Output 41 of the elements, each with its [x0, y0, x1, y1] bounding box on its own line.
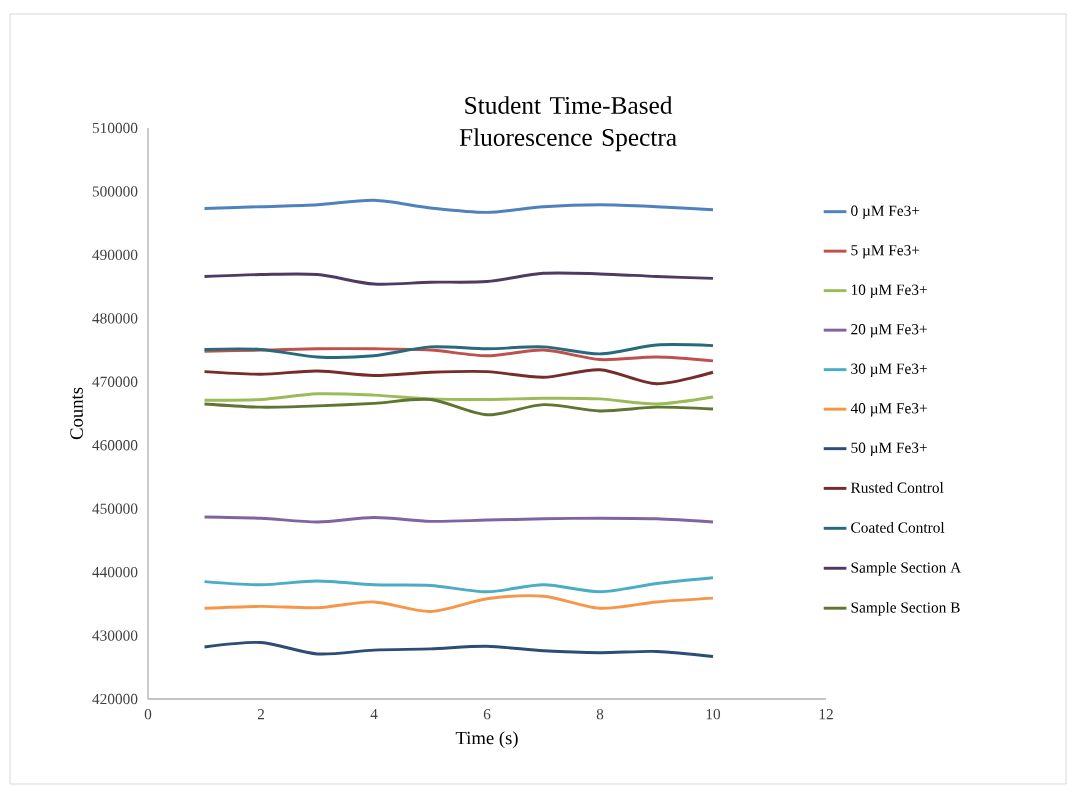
legend-label: Sample Section A — [851, 561, 962, 576]
legend-label: 0 µM Fe3+ — [851, 205, 920, 220]
x-tick-label: 8 — [596, 709, 604, 720]
line-series — [203, 271, 715, 286]
x-tick-label: 0 — [144, 709, 152, 720]
x-tick-label: 4 — [370, 709, 378, 720]
legend-label: 50 µM Fe3+ — [851, 442, 927, 457]
y-tick-label: 420000 — [92, 693, 138, 705]
line-series — [203, 392, 715, 406]
x-tick-label: 6 — [483, 709, 491, 720]
line-series — [203, 368, 715, 386]
legend-label: Rusted Control — [850, 482, 944, 493]
line-series — [203, 198, 715, 214]
legend-label: 40 µM Fe3+ — [850, 403, 927, 417]
x-axis-title: Time (s) — [455, 731, 518, 749]
y-tick-label: 490000 — [92, 249, 138, 261]
legend-label: 5 µM Fe3+ — [851, 245, 920, 259]
legend-label: 20 µM Fe3+ — [851, 324, 927, 338]
y-axis-title: Counts — [70, 387, 83, 440]
y-tick-label: 480000 — [92, 313, 138, 324]
y-tick-label: 460000 — [92, 440, 138, 451]
x-tick-label: 2 — [257, 709, 264, 720]
y-tick-label: 510000 — [92, 122, 138, 134]
y-tick-label: 500000 — [92, 186, 138, 197]
chart-title: Student Time-Based Fluorescence Spectra — [459, 96, 677, 152]
line-series — [203, 343, 715, 359]
x-tick-label: 12 — [819, 709, 833, 720]
x-tick-label: 10 — [706, 709, 721, 720]
y-tick-label: 430000 — [92, 630, 138, 641]
line-series — [203, 397, 715, 417]
legend-label: 30 µM Fe3+ — [851, 363, 927, 378]
line-series — [203, 576, 715, 594]
y-tick-label: 470000 — [92, 376, 138, 387]
legend-label: 10 µM Fe3+ — [851, 284, 927, 299]
legend-label: Sample Section B — [851, 601, 960, 616]
line-series — [203, 594, 715, 613]
line-series — [203, 347, 715, 363]
line-series — [203, 640, 715, 658]
y-tick-label: 450000 — [92, 503, 138, 514]
y-tick-label: 440000 — [92, 566, 138, 578]
legend-label: Coated Control — [851, 522, 945, 533]
